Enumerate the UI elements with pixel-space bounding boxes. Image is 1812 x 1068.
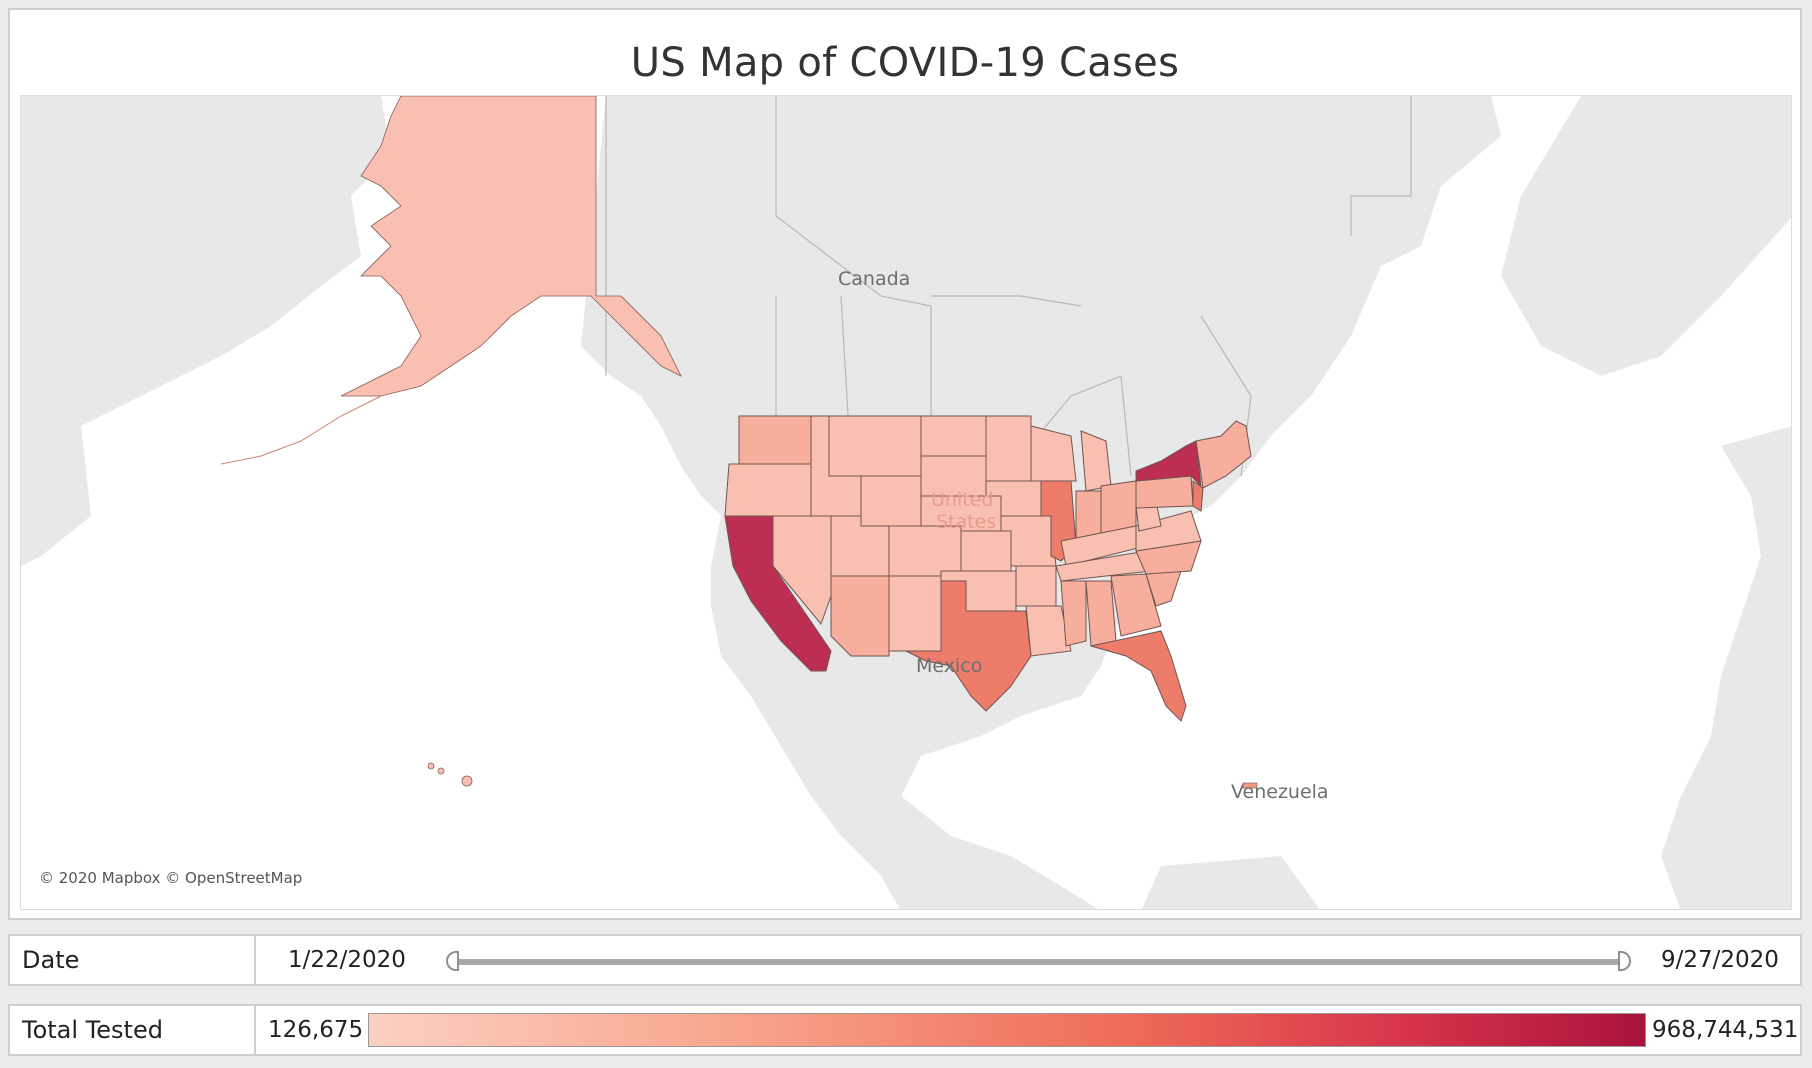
state-new-jersey xyxy=(1192,480,1204,512)
state-georgia xyxy=(1110,573,1162,637)
land-south-america xyxy=(1141,856,1320,909)
state-new-york xyxy=(1135,440,1202,488)
date-start: 1/22/2020 xyxy=(288,947,406,973)
state-arkansas xyxy=(1015,565,1057,607)
map-canvas[interactable]: Canada United States Mexico Venezuela © … xyxy=(20,95,1792,910)
state-texas xyxy=(905,580,1032,712)
state-north-dakota xyxy=(920,415,987,457)
land-asia xyxy=(21,96,391,456)
total-tested-legend: Total Tested 126,675 968,744,531 xyxy=(8,1004,1802,1056)
date-filter: Date 1/22/2020 9/27/2020 xyxy=(8,934,1802,986)
total-tested-label: Total Tested xyxy=(10,1006,256,1054)
state-hawaii[interactable] xyxy=(427,762,473,787)
date-slider-track[interactable] xyxy=(454,959,1622,965)
state-louisiana xyxy=(1025,605,1072,657)
map-attribution: © 2020 Mapbox © OpenStreetMap xyxy=(39,869,303,887)
us-states[interactable] xyxy=(724,415,1252,722)
total-tested-max: 968,744,531 xyxy=(1652,1017,1799,1043)
state-minnesota xyxy=(985,415,1032,482)
state-kansas xyxy=(960,530,1012,572)
state-alaska-islands xyxy=(220,395,382,465)
land-europe-africa xyxy=(1661,426,1791,909)
state-mississippi xyxy=(1060,580,1087,647)
date-filter-label: Date xyxy=(10,936,256,984)
state-new-england xyxy=(1195,420,1252,489)
state-alabama xyxy=(1085,580,1117,647)
date-end: 9/27/2020 xyxy=(1661,947,1779,973)
map-svg[interactable] xyxy=(21,96,1792,910)
state-florida xyxy=(1090,630,1187,722)
state-wyoming xyxy=(860,475,922,527)
state-new-mexico xyxy=(888,575,942,652)
label-mexico: Mexico xyxy=(916,655,983,677)
map-panel: US Map of COVID-19 Cases xyxy=(8,8,1802,920)
state-montana xyxy=(828,415,922,477)
page-title: US Map of COVID-19 Cases xyxy=(630,40,1180,86)
state-oregon xyxy=(724,463,812,517)
label-united-states-2: States xyxy=(936,511,997,533)
state-washington xyxy=(738,415,812,465)
territory-puerto-rico[interactable] xyxy=(1242,782,1258,789)
color-ramp xyxy=(368,1013,1646,1047)
date-slider-end-handle[interactable] xyxy=(1618,951,1631,971)
label-united-states-1: United xyxy=(931,489,994,511)
date-slider-start-handle[interactable] xyxy=(446,951,459,971)
state-colorado xyxy=(888,525,962,577)
label-canada: Canada xyxy=(838,268,911,290)
state-virginia xyxy=(1135,510,1202,552)
total-tested-min: 126,675 xyxy=(268,1017,364,1043)
state-arizona xyxy=(830,575,890,657)
land-asia-west xyxy=(21,426,91,566)
label-venezuela: Venezuela xyxy=(1231,781,1329,803)
state-pennsylvania xyxy=(1135,475,1194,509)
canada-borders xyxy=(605,96,1412,477)
land-greenland xyxy=(1501,96,1791,376)
